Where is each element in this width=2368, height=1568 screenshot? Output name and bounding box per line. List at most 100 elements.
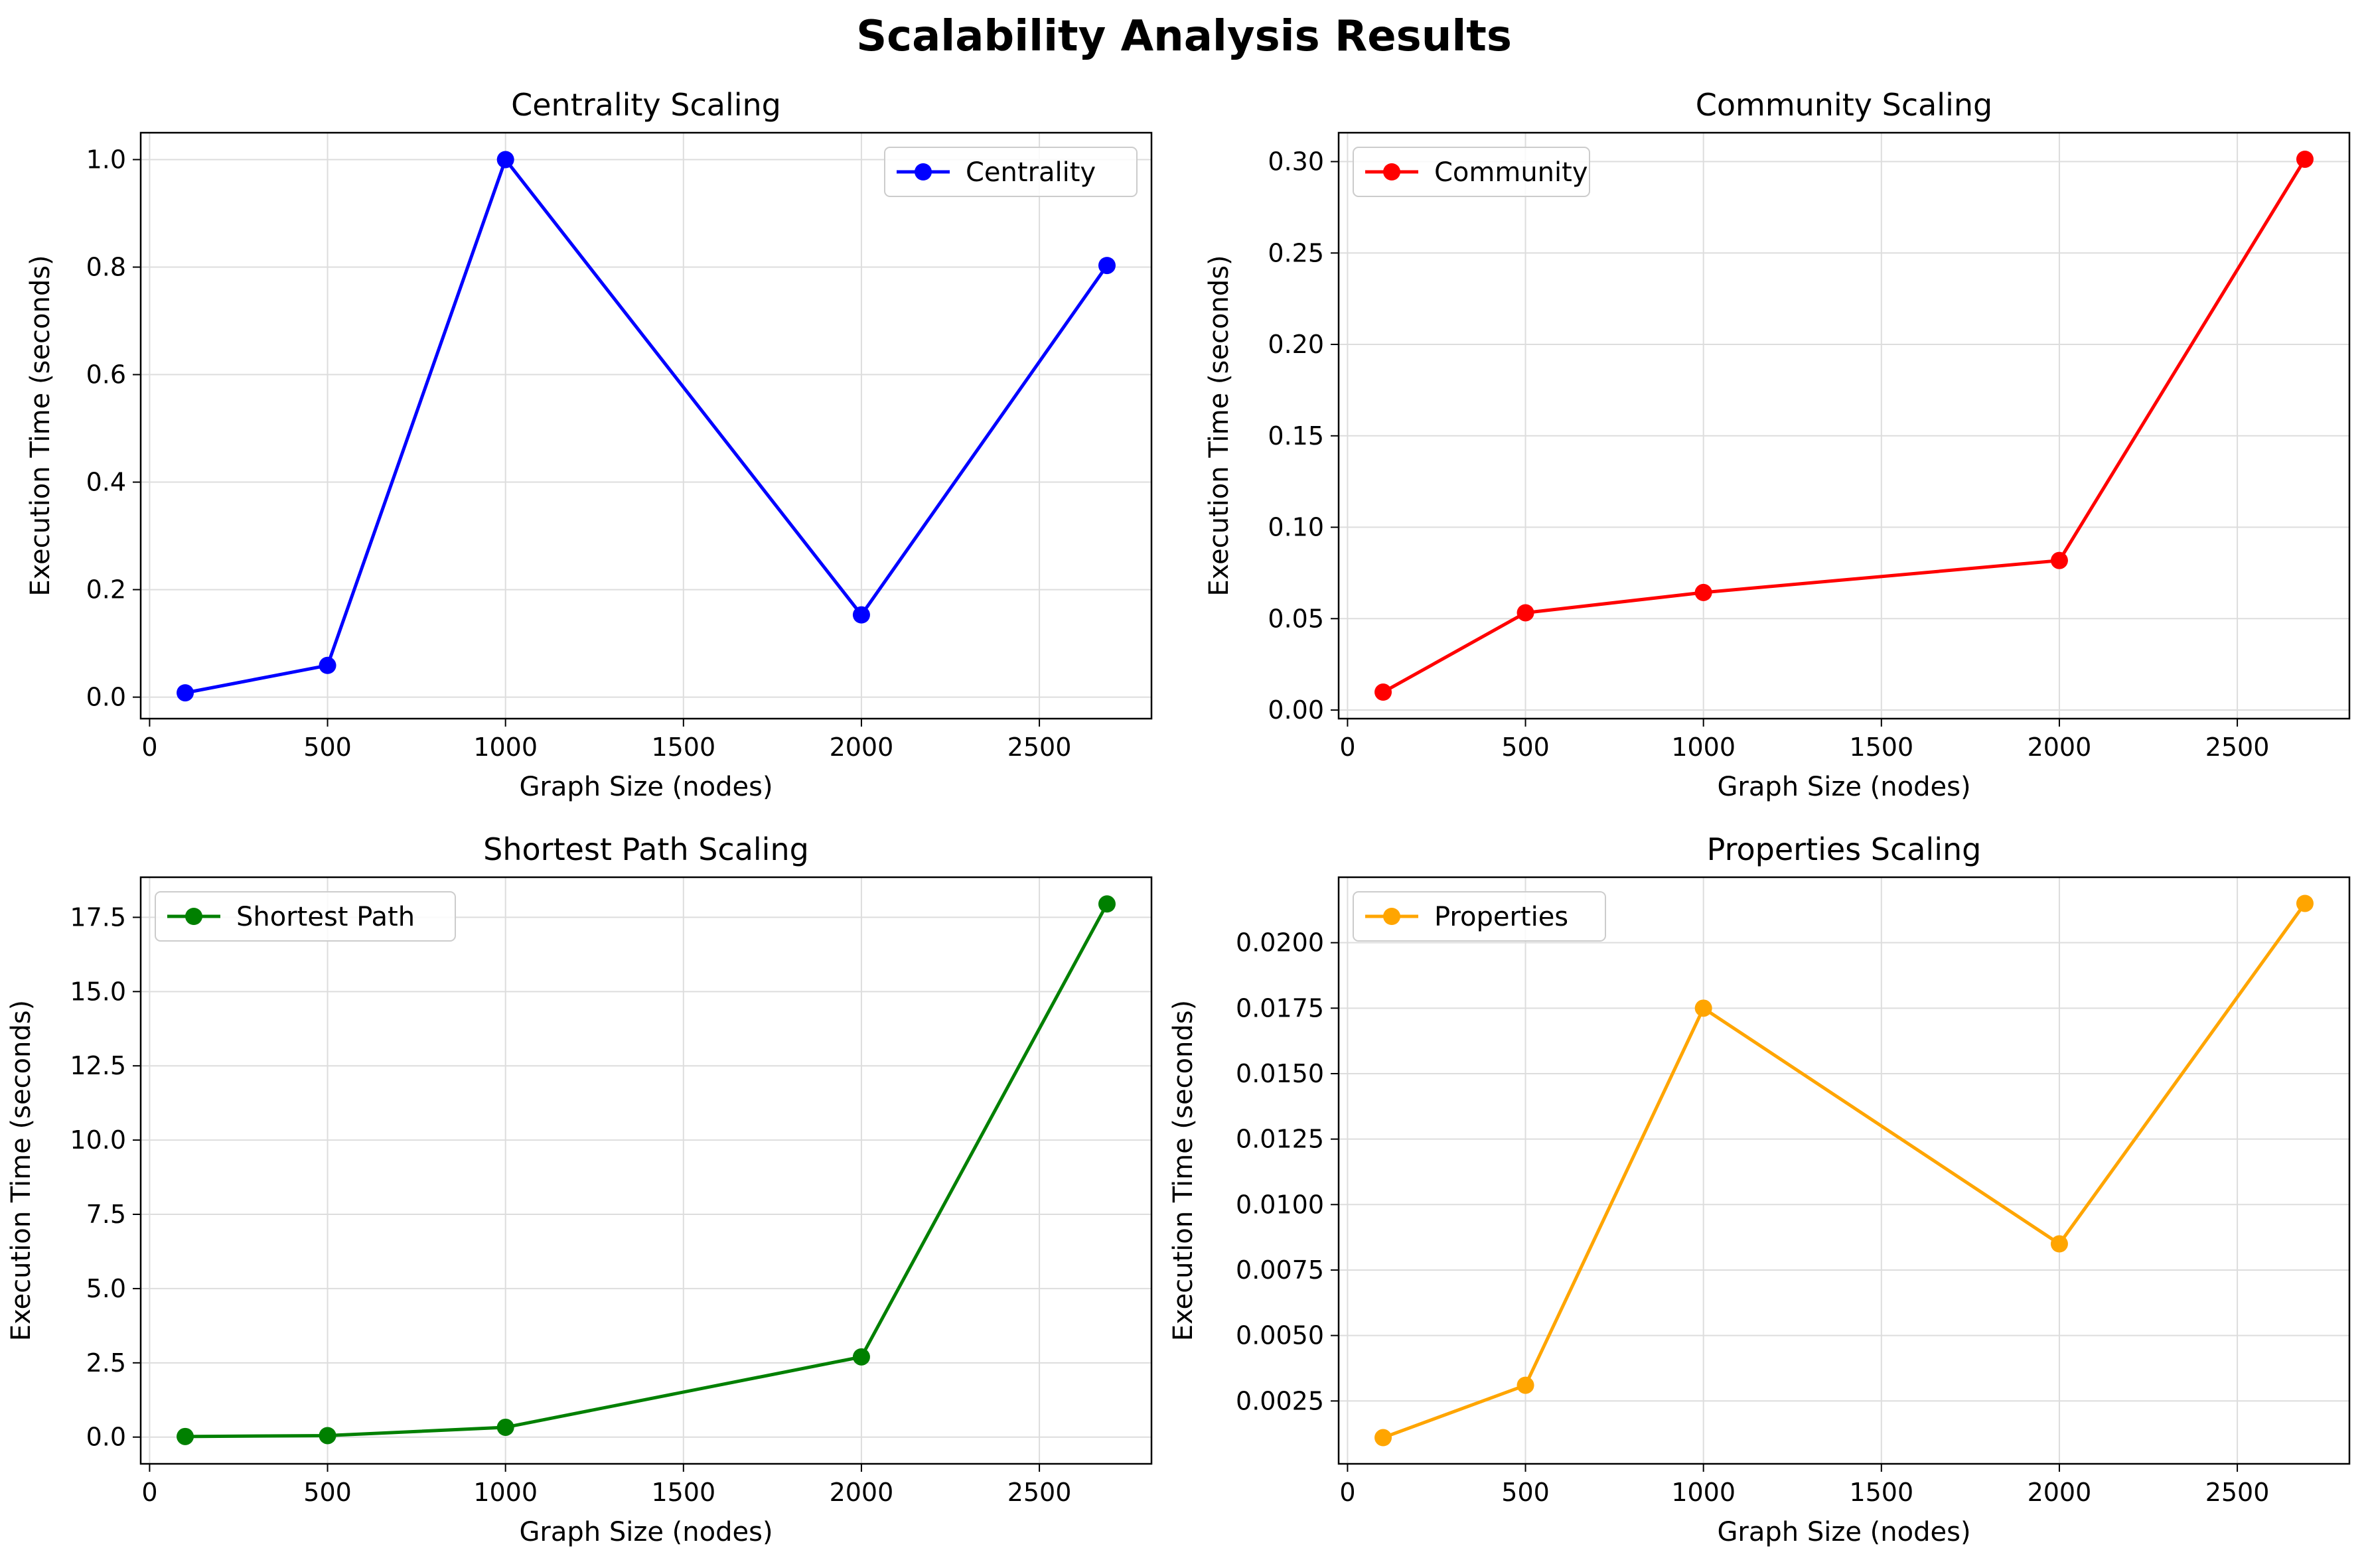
legend: Community xyxy=(1353,147,1590,197)
legend: Shortest Path xyxy=(155,891,456,942)
x-tick-label: 500 xyxy=(1501,733,1550,762)
y-tick-label: 0.00 xyxy=(1268,695,1324,725)
data-point xyxy=(2050,1235,2068,1253)
legend: Centrality xyxy=(884,147,1138,197)
y-tick-label: 10.0 xyxy=(70,1125,126,1155)
x-tick-label: 2500 xyxy=(1007,733,1072,762)
data-point xyxy=(1694,583,1712,601)
y-axis-label: Execution Time (seconds) xyxy=(1168,1000,1199,1341)
y-axis-label: Execution Time (seconds) xyxy=(25,255,56,596)
legend-box xyxy=(155,891,456,942)
y-tick-label: 0.0200 xyxy=(1236,928,1324,958)
y-tick-label: 5.0 xyxy=(86,1274,126,1303)
x-tick-label: 2500 xyxy=(2205,733,2270,762)
data-point xyxy=(319,1427,336,1445)
x-tick-label: 1500 xyxy=(651,733,715,762)
y-tick-label: 0.10 xyxy=(1268,513,1324,542)
y-tick-label: 0.4 xyxy=(86,468,126,497)
y-tick-label: 15.0 xyxy=(70,977,126,1006)
y-tick-label: 1.0 xyxy=(86,145,126,175)
y-tick-label: 0.0075 xyxy=(1236,1255,1324,1285)
y-tick-label: 0.05 xyxy=(1268,604,1324,633)
y-tick-label: 0.0125 xyxy=(1236,1125,1324,1154)
series-line xyxy=(185,158,1109,695)
x-axis-label: Graph Size (nodes) xyxy=(519,772,773,802)
y-tick-label: 0.0100 xyxy=(1236,1190,1324,1219)
subplot-2: 0 500 1000 1500 2000 2500 0.00 0.05 0.10 0.15 0.20… xyxy=(1204,87,2351,802)
subplot-title: Centrality Scaling xyxy=(511,87,781,123)
data-point xyxy=(852,606,870,624)
x-tick-label: 0 xyxy=(1339,1478,1355,1507)
y-tick-label: 0.8 xyxy=(86,253,126,282)
data-point xyxy=(852,1348,870,1366)
data-point xyxy=(2050,551,2068,569)
x-axis-label: Graph Size (nodes) xyxy=(1717,772,1970,802)
subplot-title: Community Scaling xyxy=(1696,87,1992,123)
legend-marker xyxy=(185,908,202,925)
data-point xyxy=(1694,999,1712,1017)
data-point xyxy=(177,684,194,702)
data-point xyxy=(319,656,336,674)
y-tick-label: 0.15 xyxy=(1268,421,1324,451)
y-tick-label: 0.0 xyxy=(86,1423,126,1452)
x-tick-label: 2500 xyxy=(2205,1478,2270,1507)
data-point xyxy=(177,1427,194,1445)
subplot-1: 0 500 1000 1500 2000 2500 0.0 0.2 0.4 0.6 0.8 1.0 Ce… xyxy=(25,87,1153,802)
y-tick-label: 0.30 xyxy=(1268,147,1324,177)
y-tick-label: 0.6 xyxy=(86,360,126,390)
x-tick-label: 1500 xyxy=(1849,733,1913,762)
y-tick-label: 0.0150 xyxy=(1236,1059,1324,1088)
x-tick-label: 1000 xyxy=(473,733,538,762)
y-tick-label: 0.2 xyxy=(86,575,126,605)
axes-frame xyxy=(139,876,1153,1465)
x-tick-label: 2000 xyxy=(830,1478,894,1507)
y-tick-label: 7.5 xyxy=(86,1200,126,1229)
y-tick-label: 0.25 xyxy=(1268,238,1324,267)
legend-label: Shortest Path xyxy=(236,902,415,932)
data-point xyxy=(1374,1429,1392,1447)
data-point xyxy=(496,1418,514,1436)
x-tick-label: 2000 xyxy=(2028,1478,2092,1507)
series-line xyxy=(1382,902,2306,1439)
data-point xyxy=(1098,257,1116,275)
x-axis-label: Graph Size (nodes) xyxy=(1717,1517,1970,1547)
figure-title: Scalability Analysis Results xyxy=(856,12,1512,61)
legend-label: Centrality xyxy=(966,157,1096,188)
legend: Properties xyxy=(1353,891,1606,942)
axes-frame xyxy=(139,131,1153,720)
x-tick-label: 500 xyxy=(1501,1478,1550,1507)
x-tick-label: 2000 xyxy=(2028,733,2092,762)
legend-marker xyxy=(1383,163,1400,180)
legend-box xyxy=(1353,147,1590,197)
y-tick-label: 0.0050 xyxy=(1236,1321,1324,1350)
x-axis-label: Graph Size (nodes) xyxy=(519,1517,773,1547)
legend-label: Properties xyxy=(1434,902,1568,932)
y-tick-label: 0.0 xyxy=(86,683,126,712)
data-point xyxy=(1374,683,1392,701)
subplot-title: Properties Scaling xyxy=(1707,831,1982,867)
y-axis-label: Execution Time (seconds) xyxy=(1204,255,1234,596)
legend-marker xyxy=(1383,908,1400,925)
x-tick-label: 500 xyxy=(303,1478,352,1507)
y-tick-label: 0.20 xyxy=(1268,330,1324,359)
x-tick-label: 1000 xyxy=(1671,733,1736,762)
axes-frame xyxy=(1337,131,2351,720)
y-tick-label: 0.0175 xyxy=(1236,993,1324,1023)
axes-frame xyxy=(1337,876,2351,1465)
y-tick-label: 2.5 xyxy=(86,1348,126,1378)
data-point xyxy=(1098,895,1116,913)
x-tick-label: 2500 xyxy=(1007,1478,1072,1507)
x-tick-label: 1500 xyxy=(1849,1478,1913,1507)
x-tick-label: 0 xyxy=(141,733,157,762)
subplot-title: Shortest Path Scaling xyxy=(483,831,809,867)
y-tick-label: 12.5 xyxy=(70,1051,126,1080)
x-tick-label: 0 xyxy=(1339,733,1355,762)
x-tick-label: 1000 xyxy=(473,1478,538,1507)
subplot-4: 0 500 1000 1500 2000 2500 0.0025 0.0050 0.0075 0.… xyxy=(1168,831,2351,1547)
data-point xyxy=(496,151,514,169)
legend-box xyxy=(1353,891,1606,942)
data-point xyxy=(2296,894,2314,912)
series-line xyxy=(185,903,1109,1439)
y-tick-label: 17.5 xyxy=(70,902,126,932)
